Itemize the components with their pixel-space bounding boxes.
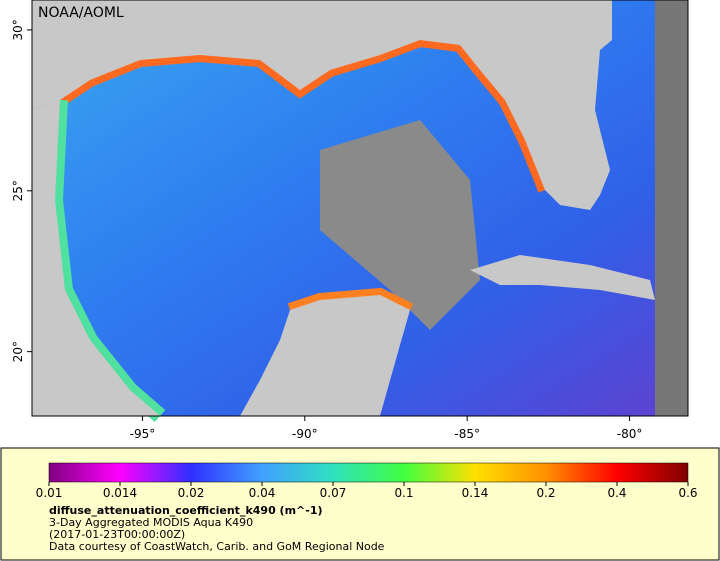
y-tick-label: 25° (11, 180, 25, 201)
x-tick-label: -90° (292, 427, 318, 441)
y-tick-label: 20° (11, 341, 25, 362)
legend-credit: Data courtesy of CoastWatch, Carib. and … (49, 540, 385, 553)
no-data (320, 120, 480, 330)
y-tick-label: 30° (11, 19, 25, 40)
x-tick-label: -80° (617, 427, 643, 441)
map-credit: NOAA/AOML (38, 5, 124, 21)
axes: -95° -90° -85° -80° 20° 25° 30° (11, 19, 642, 441)
colorbar-tick-label: 0.02 (178, 486, 205, 500)
legend-title: diffuse_attenuation_coefficient_k490 (m^… (49, 504, 323, 517)
colorbar-tick-label: 0.07 (320, 486, 347, 500)
x-tick-label: -85° (454, 427, 480, 441)
land (32, 0, 612, 210)
colorbar (48, 462, 689, 483)
map: NOAA/AOML (31, 0, 689, 423)
legend-time: (2017-01-23T00:00:00Z) (49, 528, 185, 541)
colorbar-tick-label: 0.014 (103, 486, 137, 500)
land (32, 100, 160, 416)
land (470, 255, 655, 300)
legend-subtitle: 3-Day Aggregated MODIS Aqua K490 (49, 516, 253, 529)
land (240, 295, 410, 416)
colorbar-tick-label: 0.1 (394, 486, 413, 500)
colorbar-ticks: 0.01 0.014 0.02 0.04 0.07 0.1 0.14 0.2 0.4 0.6 (36, 482, 698, 500)
map-frame (31, 0, 689, 417)
x-tick-label: -95° (130, 427, 156, 441)
colorbar-tick-label: 0.4 (607, 486, 626, 500)
no-data (655, 0, 688, 416)
colorbar-tick-label: 0.01 (36, 486, 63, 500)
colorbar-tick-label: 0.2 (536, 486, 555, 500)
colorbar-tick-label: 0.04 (249, 486, 276, 500)
colorbar-tick-label: 0.6 (678, 486, 697, 500)
colorbar-tick-label: 0.14 (462, 486, 489, 500)
